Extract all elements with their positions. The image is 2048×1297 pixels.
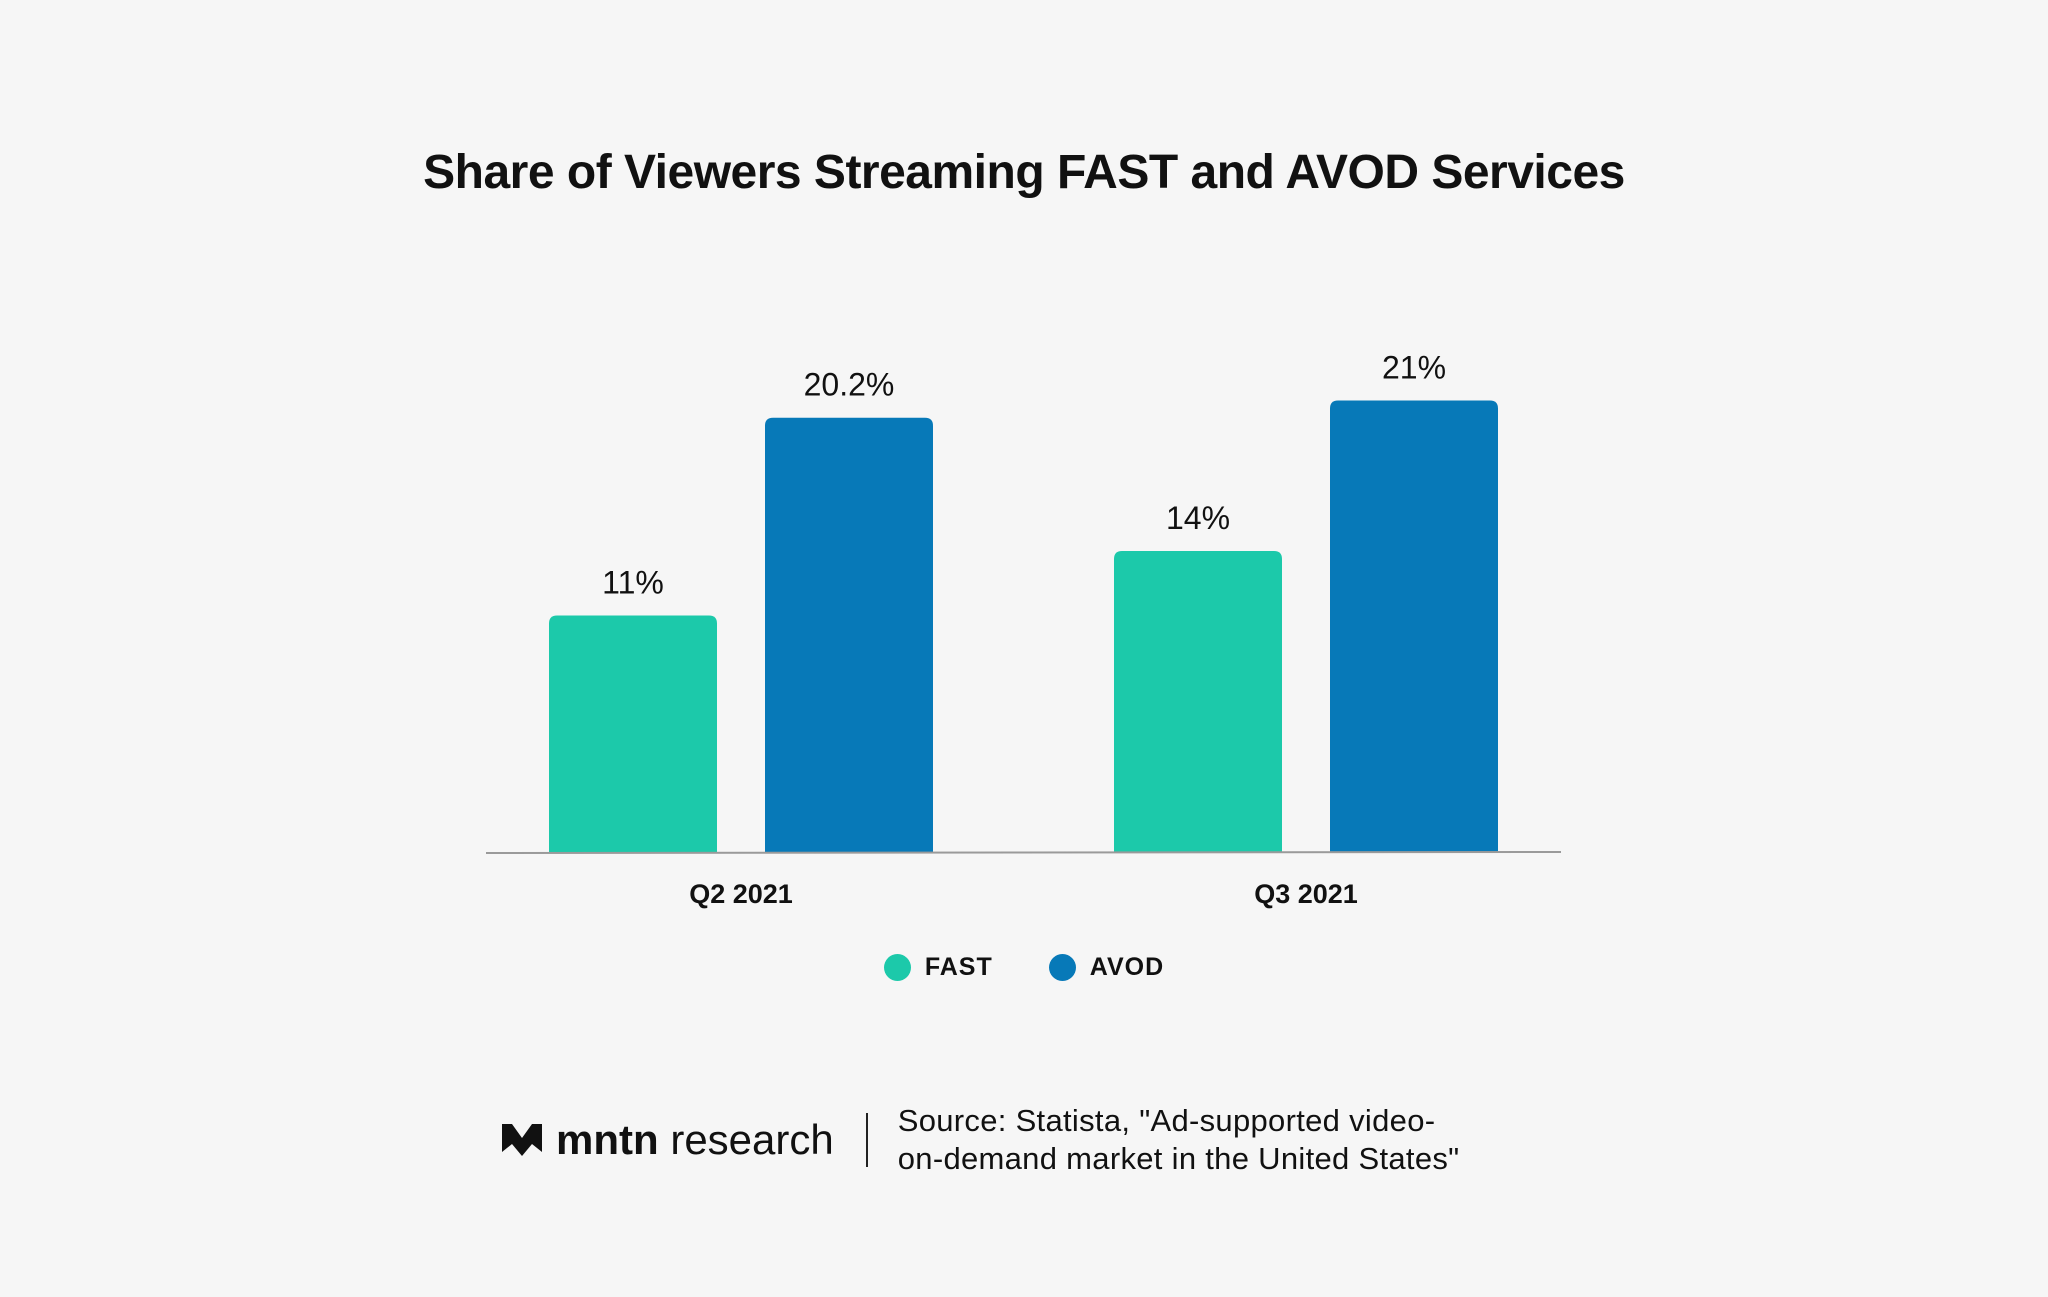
data-label: 21%	[1382, 350, 1446, 386]
source-line: Source: Statista, "Ad-supported video-	[897, 1103, 1436, 1138]
brand-name: mntn	[556, 1116, 659, 1163]
category-label: Q3 2021	[1254, 879, 1358, 909]
divider	[865, 1113, 868, 1167]
bar-fast	[549, 615, 717, 852]
source-note: Source: Statista, "Ad-supported video- o…	[898, 1102, 1460, 1178]
brand-suffix: research	[670, 1116, 834, 1163]
data-label: 11%	[602, 565, 664, 601]
mntn-research-logo: mntn research	[502, 1116, 834, 1164]
legend: FAST AVOD	[0, 953, 2048, 982]
source-line: on-demand market in the United States"	[897, 1141, 1460, 1176]
mntn-logo-icon	[502, 1124, 542, 1156]
legend-swatch-fast	[883, 954, 911, 981]
legend-label: AVOD	[1089, 953, 1165, 981]
bar-avod	[765, 417, 933, 852]
legend-item-fast: FAST	[883, 953, 993, 982]
chart-title: Share of Viewers Streaming FAST and AVOD…	[423, 146, 1625, 199]
footer: mntn research Source: Statista, "Ad-supp…	[502, 1102, 1460, 1178]
data-label: 14%	[1166, 500, 1230, 536]
data-label: 20.2%	[804, 367, 895, 403]
bar-avod	[1330, 400, 1498, 852]
legend-item-avod: AVOD	[1048, 953, 1165, 982]
x-axis-line	[485, 851, 1562, 854]
bar-fast	[1114, 551, 1282, 852]
legend-label: FAST	[924, 953, 993, 981]
category-label: Q2 2021	[689, 879, 793, 909]
legend-swatch-avod	[1048, 954, 1076, 981]
